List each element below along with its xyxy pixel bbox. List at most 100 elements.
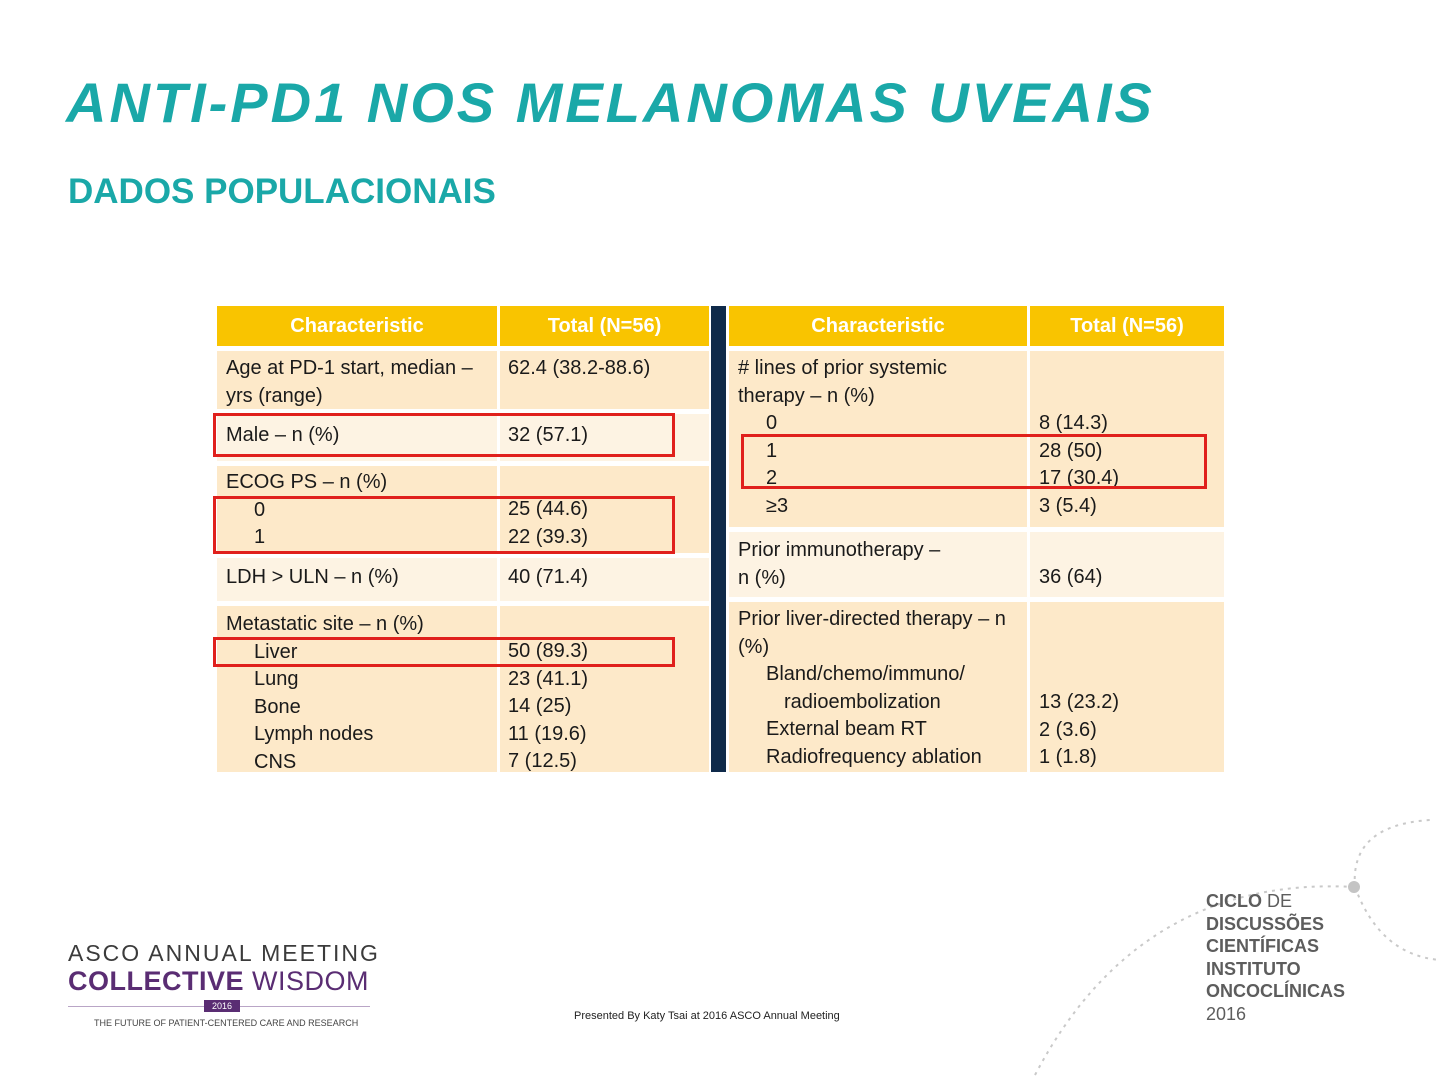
prior-immunotherapy-label: Prior immunotherapy – n (%) xyxy=(738,537,940,592)
lines-3plus-label: ≥3 xyxy=(766,494,789,517)
radiofrequency-ablation-value: 1 (1.8) xyxy=(1039,746,1097,768)
row-separator xyxy=(217,346,709,351)
cns-label: CNS xyxy=(254,750,297,773)
row-band-ldh xyxy=(217,556,709,604)
row-separator xyxy=(729,346,1224,351)
metastatic-label: Metastatic site – n (%) xyxy=(226,613,424,635)
ecog-label: ECOG PS – n (%) xyxy=(226,471,388,493)
slide-title: ANTI-PD1 NOS MELANOMAS UVEAIS xyxy=(66,71,1155,134)
metastatic-block: Metastatic site – n (%) Liver Lung Bone … xyxy=(226,611,424,772)
lymph-nodes-value: 11 (19.6) xyxy=(508,722,587,745)
ciclo-oncoclinicas-logo: CICLO DE DISCUSSÕES CIENTÍFICAS INSTITUT… xyxy=(1206,890,1345,1025)
metastatic-values: 50 (89.3) 23 (41.1) 14 (25) 11 (19.6) 7 … xyxy=(508,638,588,772)
right-column-separator xyxy=(1027,306,1030,772)
row-separator xyxy=(729,597,1224,602)
ciclo-line2: DISCUSSÕES xyxy=(1206,913,1325,934)
male-label: Male – n (%) xyxy=(226,424,340,446)
highlight-box-ecog xyxy=(213,496,675,554)
liver-directed-line2: (%) xyxy=(738,635,770,658)
arc-line xyxy=(1034,885,1356,1076)
age-value: 62.4 (38.2-88.6) xyxy=(508,357,651,379)
row-separator xyxy=(217,461,709,466)
age-label-line1: Age at PD-1 start, median – xyxy=(226,357,473,379)
lines-2-value: 17 (30.4) xyxy=(1039,467,1120,489)
asco-logo-line1: ASCO ANNUAL MEETING xyxy=(68,940,380,966)
ecog-1-label: 1 xyxy=(254,526,266,548)
prior-lines-label-line2: therapy – n (%) xyxy=(738,384,875,407)
bland-value: 13 (23.2) xyxy=(1039,691,1120,713)
age-label: Age at PD-1 start, median – yrs (range) xyxy=(226,355,473,410)
lung-value: 23 (41.1) xyxy=(508,667,589,690)
left-column-separator xyxy=(497,306,500,772)
ecog-0-value: 25 (44.6) xyxy=(508,498,589,520)
highlight-box-male xyxy=(213,413,675,457)
right-header-characteristic: Characteristic xyxy=(729,306,1027,346)
ecog-0-label: 0 xyxy=(254,498,266,521)
lymph-nodes-label: Lymph nodes xyxy=(254,723,374,745)
highlight-box-liver xyxy=(213,637,675,667)
decorative-arcs-graphic xyxy=(1034,819,1440,1076)
liver-value: 50 (89.3) xyxy=(508,640,589,662)
row-band-immunotherapy xyxy=(729,530,1224,600)
ciclo-line6: 2016 xyxy=(1206,1003,1247,1024)
table-divider xyxy=(711,306,726,772)
ecog-values: 25 (44.6) 22 (39.3) xyxy=(508,496,588,551)
de-word: DE xyxy=(1262,891,1293,911)
asco-logo-year: 2016 xyxy=(204,1000,240,1012)
prior-lines-values: 8 (14.3) 28 (50) 17 (30.4) 3 (5.4) xyxy=(1039,410,1119,520)
external-beam-rt-label: External beam RT xyxy=(766,718,927,740)
liver-directed-line1: Prior liver-directed therapy – n xyxy=(738,608,1006,630)
lines-1-label: 1 xyxy=(766,439,778,462)
ciclo-line3: CIENTÍFICAS xyxy=(1206,936,1320,956)
lung-label: Lung xyxy=(254,668,299,690)
liver-directed-values: 13 (23.2) 2 (3.6) 1 (1.8) xyxy=(1039,689,1119,772)
row-separator xyxy=(217,409,709,414)
ecog-1-value: 22 (39.3) xyxy=(508,525,589,548)
left-characteristics-table: Characteristic Total (N=56) Age at PD-1 … xyxy=(217,306,709,772)
arc-line xyxy=(1354,886,1440,961)
bone-label: Bone xyxy=(254,695,301,718)
bland-label-line1: Bland/chemo/immuno/ xyxy=(766,663,965,685)
prior-immunotherapy-value: 36 (64) xyxy=(1039,566,1103,588)
external-beam-rt-value: 2 (3.6) xyxy=(1039,718,1097,741)
prior-lines-block: # lines of prior systemic therapy – n (%… xyxy=(738,355,947,520)
arc-node-dot xyxy=(1348,881,1360,893)
prior-immunotherapy-line1: Prior immunotherapy – xyxy=(738,539,941,561)
asco-annual-meeting-logo: ASCO ANNUAL MEETING COLLECTIVE WISDOM 20… xyxy=(68,940,378,1030)
presented-by-caption: Presented By Katy Tsai at 2016 ASCO Annu… xyxy=(574,1010,840,1022)
left-header-total: Total (N=56) xyxy=(500,306,709,346)
cns-value: 7 (12.5) xyxy=(508,750,577,772)
highlight-box-prior-lines xyxy=(741,434,1207,489)
ciclo-word: CICLO xyxy=(1206,891,1262,911)
age-label-line2: yrs (range) xyxy=(226,384,323,407)
row-separator xyxy=(729,527,1224,532)
prior-lines-label-line1: # lines of prior systemic xyxy=(738,357,947,379)
bland-label-line2: radioembolization xyxy=(784,690,941,713)
asco-logo-tagline: THE FUTURE OF PATIENT-CENTERED CARE AND … xyxy=(94,1018,359,1028)
slide-subtitle: DADOS POPULACIONAIS xyxy=(68,172,496,211)
arc-line xyxy=(1353,819,1431,888)
bone-value: 14 (25) xyxy=(508,695,572,717)
asco-logo-wisdom: WISDOM xyxy=(244,966,370,996)
lines-0-value: 8 (14.3) xyxy=(1039,412,1108,434)
liver-directed-block: Prior liver-directed therapy – n (%) Bla… xyxy=(738,606,1006,771)
ciclo-line5: ONCOCLÍNICAS xyxy=(1206,981,1345,1001)
prior-immunotherapy-line2: n (%) xyxy=(738,566,786,589)
radiofrequency-ablation-label: Radiofrequency ablation xyxy=(766,745,982,768)
ecog-block: ECOG PS – n (%) 0 1 xyxy=(226,469,387,552)
lines-2-label: 2 xyxy=(766,467,778,489)
row-separator xyxy=(217,601,709,606)
ciclo-line1: CICLO DE xyxy=(1206,890,1345,913)
male-value: 32 (57.1) xyxy=(508,424,589,446)
lines-3plus-value: 3 (5.4) xyxy=(1039,494,1097,517)
ldh-value: 40 (71.4) xyxy=(508,566,589,588)
asco-logo-collective: COLLECTIVE xyxy=(68,966,245,996)
ldh-label: LDH > ULN – n (%) xyxy=(226,566,399,588)
liver-label: Liver xyxy=(254,640,298,663)
lines-1-value: 28 (50) xyxy=(1039,439,1103,462)
right-characteristics-table: Characteristic Total (N=56) # lines of p… xyxy=(729,306,1224,772)
ciclo-line4: INSTITUTO xyxy=(1206,958,1301,979)
right-header-total: Total (N=56) xyxy=(1030,306,1224,346)
asco-logo-line2: COLLECTIVE WISDOM xyxy=(68,966,369,997)
left-header-characteristic: Characteristic xyxy=(217,306,497,346)
